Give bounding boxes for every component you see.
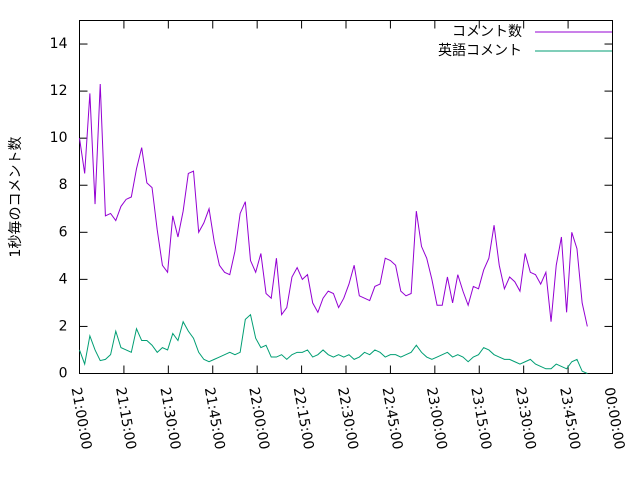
- x-tick-label: 21:30:00: [156, 386, 183, 451]
- y-tick-label: 0: [59, 366, 68, 382]
- y-tick-label: 8: [59, 177, 68, 193]
- y-tick-label: 10: [50, 130, 68, 146]
- y-axis-label: 1秒毎のコメント数: [8, 137, 24, 258]
- x-tick-label: 23:45:00: [556, 386, 583, 451]
- plot-border: [79, 20, 613, 374]
- x-tick-label: 21:00:00: [68, 386, 95, 451]
- y-tick-label: 6: [59, 224, 68, 240]
- series-line: [79, 84, 588, 327]
- y-tick-label: 4: [59, 271, 68, 287]
- y-tick-label: 12: [50, 83, 68, 99]
- series-line: [79, 313, 588, 374]
- x-tick-label: 21:15:00: [112, 386, 139, 451]
- legend-label: コメント数: [452, 24, 522, 40]
- x-tick-label: 21:45:00: [201, 386, 228, 451]
- x-tick-label: 00:00:00: [601, 386, 628, 451]
- x-tick-label: 22:00:00: [245, 386, 272, 451]
- legend-label: 英語コメント: [438, 42, 522, 59]
- x-tick-label: 22:30:00: [334, 386, 361, 451]
- x-tick-label: 23:15:00: [467, 386, 494, 451]
- y-tick-label: 14: [50, 36, 68, 52]
- x-tick-label: 22:15:00: [290, 386, 317, 451]
- y-tick-label: 2: [59, 318, 68, 334]
- x-tick-label: 22:45:00: [379, 386, 406, 451]
- x-tick-label: 23:00:00: [423, 386, 450, 451]
- x-tick-label: 23:30:00: [512, 386, 539, 451]
